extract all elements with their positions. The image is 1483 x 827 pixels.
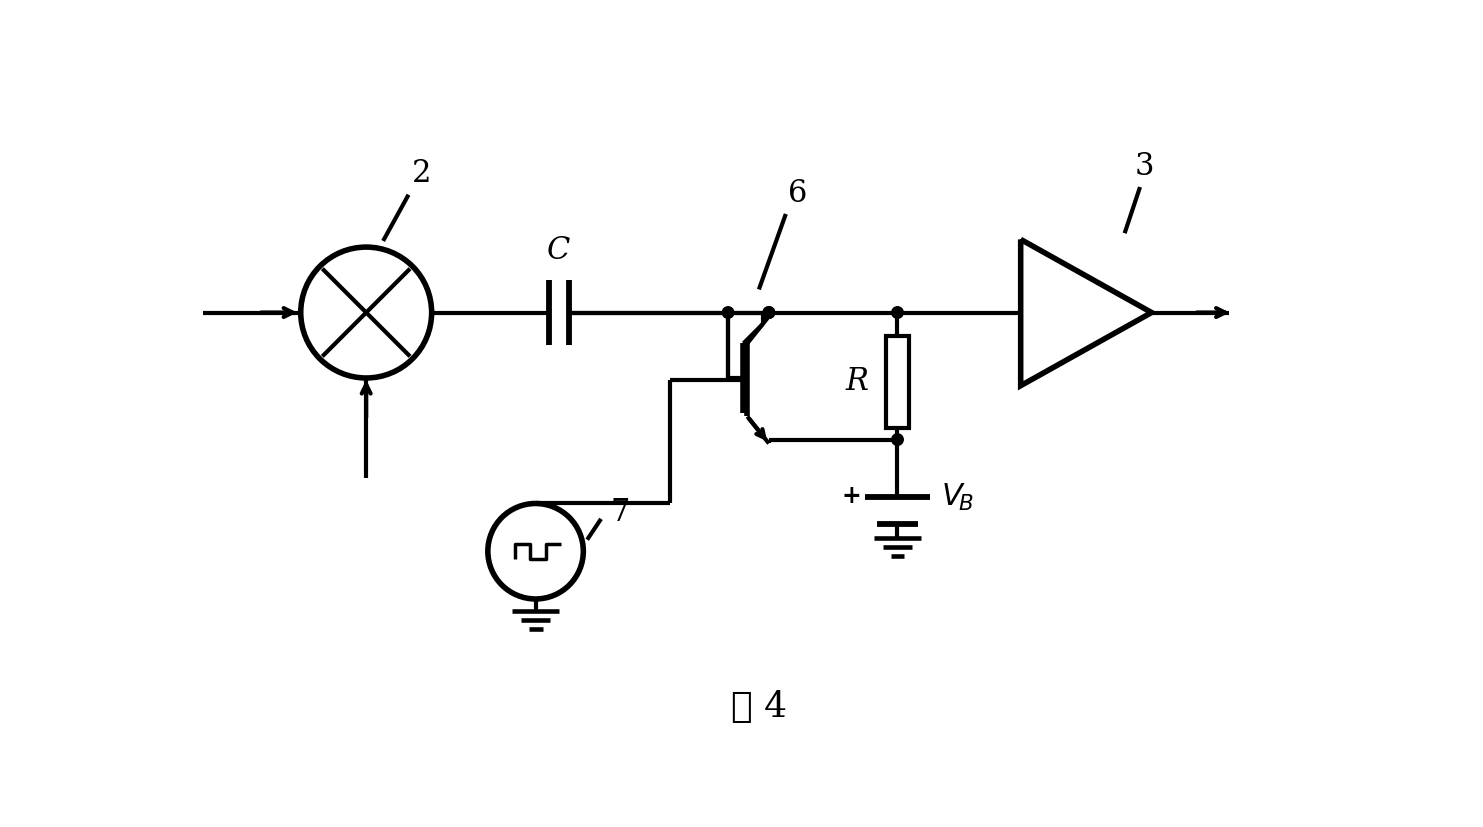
Text: 3: 3 bbox=[1134, 151, 1154, 182]
Text: 2: 2 bbox=[412, 158, 432, 189]
Circle shape bbox=[764, 307, 774, 318]
Text: R: R bbox=[845, 366, 869, 397]
Text: 7: 7 bbox=[611, 497, 630, 528]
Bar bbox=[885, 336, 909, 428]
Circle shape bbox=[891, 307, 903, 318]
Text: +: + bbox=[841, 484, 862, 508]
Text: $\mathit{V}_{\!\mathit{B}}$: $\mathit{V}_{\!\mathit{B}}$ bbox=[940, 482, 973, 513]
Circle shape bbox=[764, 307, 774, 318]
Circle shape bbox=[722, 307, 734, 318]
Text: 6: 6 bbox=[787, 178, 807, 208]
Text: C: C bbox=[547, 236, 571, 266]
Circle shape bbox=[891, 434, 903, 446]
Text: 图 4: 图 4 bbox=[731, 690, 787, 724]
